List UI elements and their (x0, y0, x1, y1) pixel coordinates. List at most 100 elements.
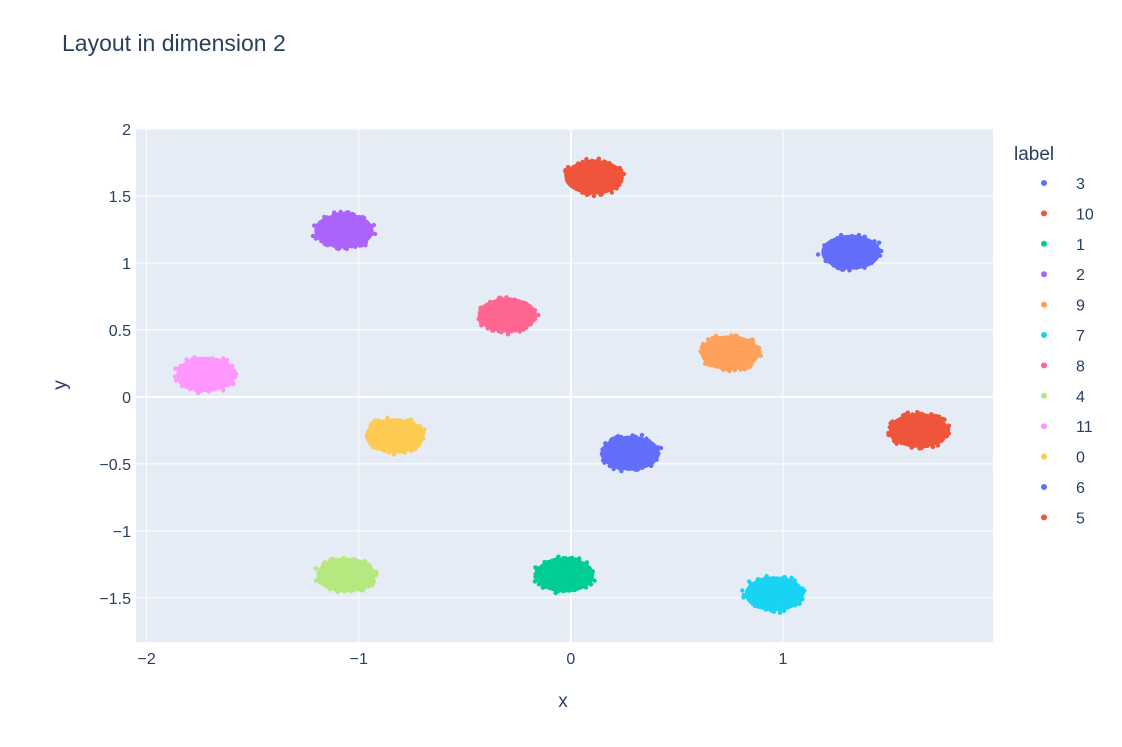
legend-item-0[interactable]: 0 (1041, 450, 1085, 467)
legend-item-7[interactable]: 7 (1041, 328, 1085, 345)
point-7 (781, 575, 786, 581)
legend-marker (1041, 332, 1047, 338)
series-9-points[interactable] (698, 333, 763, 374)
legend-item-10[interactable]: 10 (1041, 206, 1094, 223)
point-4 (331, 572, 336, 577)
legend-item-11[interactable]: 11 (1041, 419, 1093, 436)
point-7 (793, 602, 798, 607)
point-8 (494, 316, 499, 322)
point-0 (392, 438, 397, 443)
point-3 (845, 242, 850, 247)
point-1 (587, 566, 592, 571)
point-2 (322, 228, 327, 233)
point-6 (635, 466, 640, 471)
legend-item-2[interactable]: 2 (1041, 267, 1085, 284)
point-9 (700, 341, 706, 347)
point-6 (646, 449, 652, 454)
point-0 (415, 426, 420, 431)
point-1 (580, 583, 585, 588)
point-0 (376, 418, 381, 423)
series-8-points[interactable] (476, 295, 541, 337)
point-10 (595, 177, 601, 182)
legend-marker (1041, 423, 1047, 430)
point-6 (620, 466, 625, 471)
legend-item-5[interactable]: 5 (1041, 510, 1085, 527)
point-3 (847, 237, 852, 243)
x-axis-ticks: −2 −1 0 1 (137, 651, 787, 668)
point-9 (731, 347, 736, 352)
point-4 (366, 562, 371, 567)
legend-label: 7 (1076, 328, 1085, 345)
point-7 (789, 575, 794, 580)
point-8 (498, 325, 503, 330)
legend-item-4[interactable]: 4 (1041, 389, 1085, 406)
legend[interactable]: label 3 10 1 2 9 7 8 4 11 0 6 5 (1014, 144, 1094, 527)
point-9 (705, 353, 711, 358)
legend-marker (1041, 271, 1047, 278)
y-tick-label: −1.5 (99, 591, 131, 608)
legend-item-8[interactable]: 8 (1041, 358, 1085, 375)
point-9 (734, 360, 739, 366)
series-2-points[interactable] (310, 209, 378, 252)
point-1 (577, 556, 582, 561)
point-8 (528, 322, 533, 327)
y-tick-label: 0 (122, 390, 131, 407)
point-5 (891, 421, 896, 426)
point-9 (750, 339, 756, 344)
legend-item-1[interactable]: 1 (1041, 237, 1085, 254)
series-6-points[interactable] (599, 432, 664, 474)
point-1 (575, 578, 580, 584)
point-11 (202, 378, 207, 384)
series-3-points[interactable] (815, 232, 884, 273)
point-2 (340, 234, 346, 239)
series-10-points[interactable] (563, 156, 627, 199)
legend-item-9[interactable]: 9 (1041, 298, 1085, 315)
point-9 (721, 367, 726, 372)
point-6 (634, 441, 639, 446)
x-tick-label: 1 (779, 651, 788, 668)
point-2 (329, 218, 335, 224)
point-3 (835, 240, 840, 246)
point-7 (770, 576, 775, 581)
point-3 (849, 233, 855, 239)
point-8 (497, 320, 502, 325)
point-1 (564, 571, 569, 576)
legend-marker (1041, 210, 1047, 217)
point-9 (757, 349, 762, 354)
y-axis-ticks: 2 1.5 1 0.5 0 −0.5 −1 −1.5 (99, 122, 131, 608)
series-5-points[interactable] (886, 410, 952, 451)
point-10 (609, 190, 614, 195)
point-7 (798, 597, 803, 603)
point-4 (332, 587, 338, 592)
legend-item-3[interactable]: 3 (1041, 176, 1085, 193)
series-11-points[interactable] (172, 355, 239, 396)
point-8 (479, 305, 485, 311)
point-7 (797, 601, 802, 606)
point-11 (189, 380, 194, 385)
point-0 (405, 418, 410, 423)
series-7-points[interactable] (740, 574, 807, 615)
point-5 (916, 442, 921, 448)
point-2 (351, 222, 357, 227)
legend-item-6[interactable]: 6 (1041, 480, 1085, 497)
point-10 (613, 176, 618, 181)
series-0-points[interactable] (364, 415, 427, 457)
point-11 (213, 360, 219, 365)
point-9 (717, 359, 722, 364)
point-5 (890, 426, 895, 431)
series-1-points[interactable] (532, 554, 597, 596)
point-2 (349, 217, 354, 222)
point-0 (407, 435, 413, 441)
series-4-points[interactable] (313, 555, 379, 595)
point-7 (745, 591, 750, 597)
x-tick-label: −1 (350, 651, 368, 668)
legend-items[interactable]: 3 10 1 2 9 7 8 4 11 0 6 5 (1041, 176, 1094, 527)
point-7 (750, 601, 756, 606)
point-10 (565, 165, 571, 170)
point-1 (534, 568, 540, 573)
point-0 (383, 443, 389, 449)
point-1 (547, 559, 552, 565)
point-9 (708, 342, 714, 347)
point-4 (361, 564, 367, 570)
point-10 (588, 174, 594, 179)
